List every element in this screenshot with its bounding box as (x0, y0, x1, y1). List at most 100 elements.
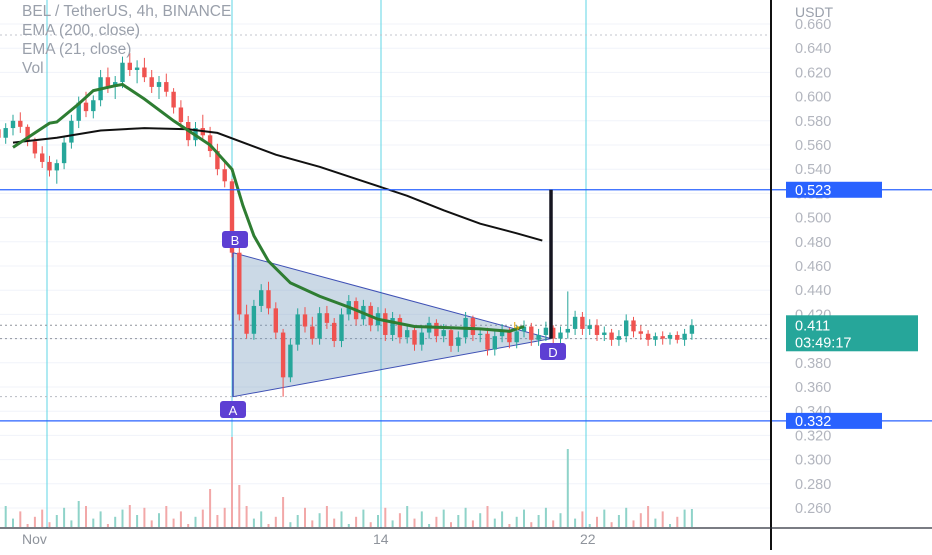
candle-50[interactable] (310, 326, 315, 339)
candle-75[interactable] (492, 336, 497, 350)
candle-24[interactable] (120, 62, 125, 83)
candle-9[interactable] (10, 120, 16, 129)
candle-90[interactable] (602, 332, 607, 335)
candle-48[interactable] (295, 314, 300, 345)
candle-27[interactable] (142, 67, 147, 78)
candle-12[interactable] (32, 141, 38, 154)
candle-74[interactable] (485, 333, 490, 350)
candle-80[interactable] (529, 326, 534, 340)
candle-99[interactable] (667, 334, 673, 339)
indicator-label-volume[interactable]: Vol (22, 60, 44, 77)
candle-28[interactable] (149, 77, 154, 87)
candle-32[interactable] (178, 107, 184, 123)
candle-93[interactable] (624, 320, 629, 337)
candle-30[interactable] (164, 82, 169, 92)
candle-97[interactable] (653, 336, 658, 340)
candle-17[interactable] (69, 120, 74, 143)
candle-101[interactable] (682, 333, 687, 340)
candle-43[interactable] (259, 290, 264, 306)
candle-102[interactable] (689, 325, 695, 334)
candle-94[interactable] (631, 320, 636, 332)
candle-87[interactable] (580, 316, 585, 329)
price-label-box-0[interactable] (786, 181, 882, 198)
candle-19[interactable] (83, 102, 89, 112)
candle-51[interactable] (317, 313, 322, 339)
candle-37[interactable] (215, 151, 220, 170)
point-d-badge[interactable] (540, 343, 566, 360)
candle-25[interactable] (127, 62, 132, 70)
candle-76[interactable] (499, 330, 505, 337)
candle-67[interactable] (434, 322, 439, 337)
candle-61[interactable] (390, 318, 395, 335)
candle-42[interactable] (251, 305, 257, 334)
candle-69[interactable] (448, 330, 454, 346)
volume-bar-35 (201, 509, 204, 527)
candle-85[interactable] (565, 328, 570, 333)
candle-8[interactable] (3, 128, 8, 138)
candle-18[interactable] (76, 102, 81, 121)
candle-52[interactable] (324, 313, 330, 323)
candle-53[interactable] (332, 322, 337, 342)
candle-91[interactable] (609, 332, 614, 340)
candle-38[interactable] (222, 169, 227, 182)
candle-92[interactable] (616, 336, 622, 340)
candle-20[interactable] (91, 100, 96, 112)
candle-39[interactable] (229, 181, 235, 253)
candle-10[interactable] (18, 120, 23, 127)
candle-96[interactable] (645, 333, 651, 340)
candle-36[interactable] (207, 135, 213, 152)
candle-81[interactable] (536, 334, 541, 340)
candle-83[interactable] (551, 327, 556, 339)
candle-41[interactable] (244, 314, 249, 334)
candle-26[interactable] (134, 67, 140, 70)
candle-65[interactable] (419, 332, 424, 345)
indicator-label-ema200[interactable]: EMA (200, close) (22, 22, 141, 39)
candle-88[interactable] (587, 325, 592, 329)
last-price-box[interactable] (786, 315, 918, 352)
candle-100[interactable] (675, 334, 680, 340)
candle-73[interactable] (478, 333, 483, 335)
candle-95[interactable] (638, 331, 643, 334)
candle-15[interactable] (54, 163, 59, 171)
volume-bar-64 (413, 518, 416, 527)
candle-16[interactable] (61, 142, 67, 164)
candle-72[interactable] (470, 318, 476, 335)
candle-14[interactable] (47, 161, 52, 171)
candle-40[interactable] (237, 252, 242, 315)
candle-44[interactable] (266, 290, 271, 309)
candle-31[interactable] (171, 91, 176, 108)
candle-45[interactable] (273, 308, 278, 333)
candle-46[interactable] (280, 332, 286, 378)
candle-11[interactable] (25, 126, 30, 142)
ema21-line[interactable] (12, 82, 525, 333)
candle-84[interactable] (558, 332, 563, 339)
candle-70[interactable] (456, 337, 461, 346)
candle-54[interactable] (339, 314, 344, 342)
ema200-line[interactable] (12, 127, 543, 242)
candle-68[interactable] (441, 330, 446, 337)
candle-47[interactable] (288, 344, 293, 378)
point-a-badge[interactable] (220, 401, 246, 418)
candle-62[interactable] (397, 318, 403, 338)
volume-bar-49 (304, 507, 306, 527)
candle-63[interactable] (405, 330, 410, 338)
candle-49[interactable] (302, 314, 308, 327)
candle-64[interactable] (412, 330, 417, 345)
candle-22[interactable] (105, 77, 111, 87)
candle-29[interactable] (156, 82, 162, 87)
indicator-label-ema21[interactable]: EMA (21, close) (22, 41, 132, 58)
candle-60[interactable] (383, 313, 388, 335)
candle-77[interactable] (507, 330, 512, 343)
candle-82[interactable] (543, 327, 549, 335)
candle-7[interactable] (0, 129, 1, 138)
candle-98[interactable] (660, 336, 665, 339)
candle-78[interactable] (514, 331, 519, 343)
candle-86[interactable] (572, 316, 578, 329)
point-b-badge[interactable] (222, 231, 248, 248)
price-label-box-1[interactable] (786, 412, 882, 429)
candle-79[interactable] (521, 326, 527, 332)
candle-13[interactable] (40, 153, 45, 162)
candle-89[interactable] (594, 325, 600, 335)
